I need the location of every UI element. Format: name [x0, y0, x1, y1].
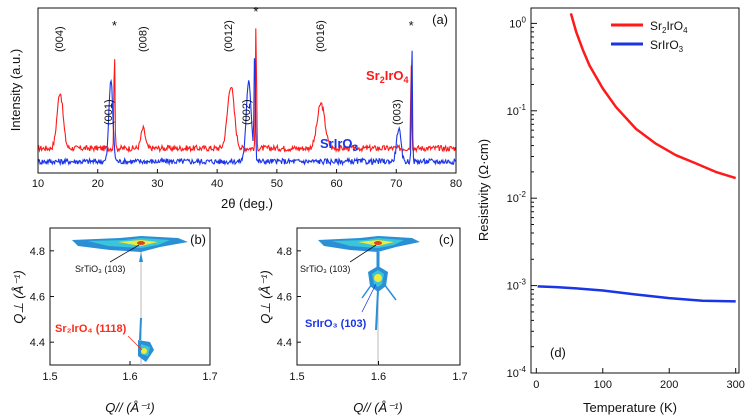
panel-a-xlabel: 2θ (deg.): [221, 196, 273, 211]
peak-label-red: (008): [138, 26, 150, 52]
resistivity-curve-SrIrO3: [537, 285, 736, 303]
x-tick-label: 1.5: [289, 371, 304, 383]
x-tick-label: 50: [271, 178, 283, 190]
y-tick-label: 4.6: [277, 292, 292, 304]
legend-label-sr2iro4: Sr2IrO4: [650, 19, 688, 35]
panel-c-ylabel: Q⊥ (Å⁻¹): [258, 270, 273, 324]
panel-a: 10 20 30 40 50 60 70 80 (004) (008) (0012) (0016)(…: [8, 4, 462, 211]
panel-d-frame: [530, 7, 740, 374]
panel-a-frame: [37, 7, 457, 174]
x-tick-label: 30: [151, 178, 163, 190]
y-tick-label: 10-4: [507, 365, 527, 380]
y-tick-label: 10-3: [507, 278, 527, 293]
panel-c-film-annotation: SrIrO₃ (103): [305, 318, 367, 330]
panel-b: SrTiO₃ (103) Sr₂IrO₄ (1118) 1.5 1.6 1.7 4.4…: [11, 227, 218, 415]
y-tick-label: 4.8: [277, 246, 292, 258]
x-tick-label: 1.7: [202, 371, 217, 383]
y-tick-label: 10-1: [507, 103, 527, 118]
x-tick-label: 1.5: [42, 371, 57, 383]
x-tick-label: 200: [660, 379, 678, 391]
panel-c-sto-peak: [318, 236, 420, 252]
panel-b-label: (b): [190, 232, 206, 247]
panel-b-ylabel: Q⊥ (Å⁻¹): [11, 270, 26, 324]
panel-a-ylabel: Intensity (a.u.): [8, 49, 23, 131]
panel-c-sto-pointer: [349, 244, 377, 263]
x-tick-label: 0: [533, 379, 539, 391]
peak-label-blue: (002): [241, 99, 253, 125]
y-tick-label: 4.8: [30, 246, 45, 258]
panel-b-film-peak: [138, 317, 154, 362]
xrd-trace-SrIrO3: [37, 50, 456, 167]
panel-a-traces: [37, 28, 457, 167]
panel-c-ticks: 1.5 1.6 1.7 4.4 4.6 4.8: [277, 246, 468, 383]
peak-label-red: (0012): [223, 20, 235, 52]
x-tick-label: 1.7: [452, 371, 467, 383]
panel-c-sto-annotation: SrTiO₃ (103): [300, 264, 350, 274]
panel-c-xlabel: Q// (Å⁻¹): [353, 400, 402, 415]
resistivity-curve-Sr2IrO4: [569, 13, 737, 180]
panel-c-label: (c): [439, 232, 454, 247]
substrate-marker: *: [112, 18, 117, 33]
x-tick-label: 80: [450, 178, 462, 190]
xrd-trace-Sr2IrO4: [37, 28, 457, 154]
peak-label-red: (0016): [315, 20, 327, 52]
y-tick-label: 4.4: [30, 337, 45, 349]
x-tick-label: 300: [726, 379, 744, 391]
x-tick-label: 60: [330, 178, 342, 190]
panel-d-ticks: 0 100 200 300 10-4 10-3 10-2 10-1 100: [507, 15, 745, 391]
panel-a-series-label-blue: SrIrO3: [320, 136, 358, 153]
x-tick-label: 1.6: [371, 371, 386, 383]
y-tick-label: 10-2: [507, 190, 527, 205]
peak-label-blue: (003): [391, 99, 403, 125]
panel-d-ylabel: Resistivity (Ω·cm): [476, 139, 491, 241]
panel-b-sto-pointer: [109, 244, 140, 263]
substrate-marker: *: [253, 4, 258, 19]
panel-b-film-annotation: Sr₂IrO₄ (1118): [55, 323, 127, 335]
panel-b-film-pointer: [127, 335, 143, 351]
x-tick-label: 100: [594, 379, 612, 391]
panel-d-xlabel: Temperature (K): [583, 400, 677, 415]
substrate-marker: *: [409, 18, 414, 33]
panel-b-ticks: 1.5 1.6 1.7 4.4 4.6 4.8: [30, 246, 218, 383]
panel-c-film-peak: [361, 252, 397, 331]
panel-a-series-label-red: Sr2IrO4: [366, 68, 409, 85]
x-tick-label: 1.6: [122, 371, 137, 383]
x-tick-label: 20: [92, 178, 104, 190]
peak-label-red: (004): [54, 26, 66, 52]
panel-a-label: (a): [432, 12, 448, 27]
legend-label-sriro3: SrIrO3: [650, 38, 684, 54]
x-tick-label: 10: [32, 178, 44, 190]
peak-label-blue: (001): [103, 99, 115, 125]
panel-a-peak-labels: (004) (008) (0012) (0016) (001) (002) (003) * * *: [54, 4, 414, 125]
x-tick-label: 40: [211, 178, 223, 190]
panel-b-xlabel: Q// (Å⁻¹): [105, 400, 154, 415]
panel-d-traces: [537, 13, 737, 303]
y-tick-label: 100: [509, 15, 526, 30]
panel-d-legend: Sr2IrO4 SrIrO3: [611, 19, 688, 54]
panel-a-xticks: 10 20 30 40 50 60 70 80: [32, 169, 462, 190]
panel-d: 0 100 200 300 10-4 10-3 10-2 10-1 100 Sr2IrO4 Sr…: [476, 7, 745, 415]
panel-b-sto-annotation: SrTiO₃ (103): [75, 264, 125, 274]
panel-c-film-pointer: [361, 283, 377, 313]
y-tick-label: 4.4: [277, 337, 292, 349]
panel-b-sto-peak: [72, 236, 188, 262]
x-tick-label: 70: [390, 178, 402, 190]
y-tick-label: 4.6: [30, 292, 45, 304]
panel-c: SrTiO₃ (103) SrIrO₃ (103) 1.5 1.6 1.7 4.4 4.…: [258, 227, 468, 415]
panel-d-label: (d): [550, 345, 566, 360]
